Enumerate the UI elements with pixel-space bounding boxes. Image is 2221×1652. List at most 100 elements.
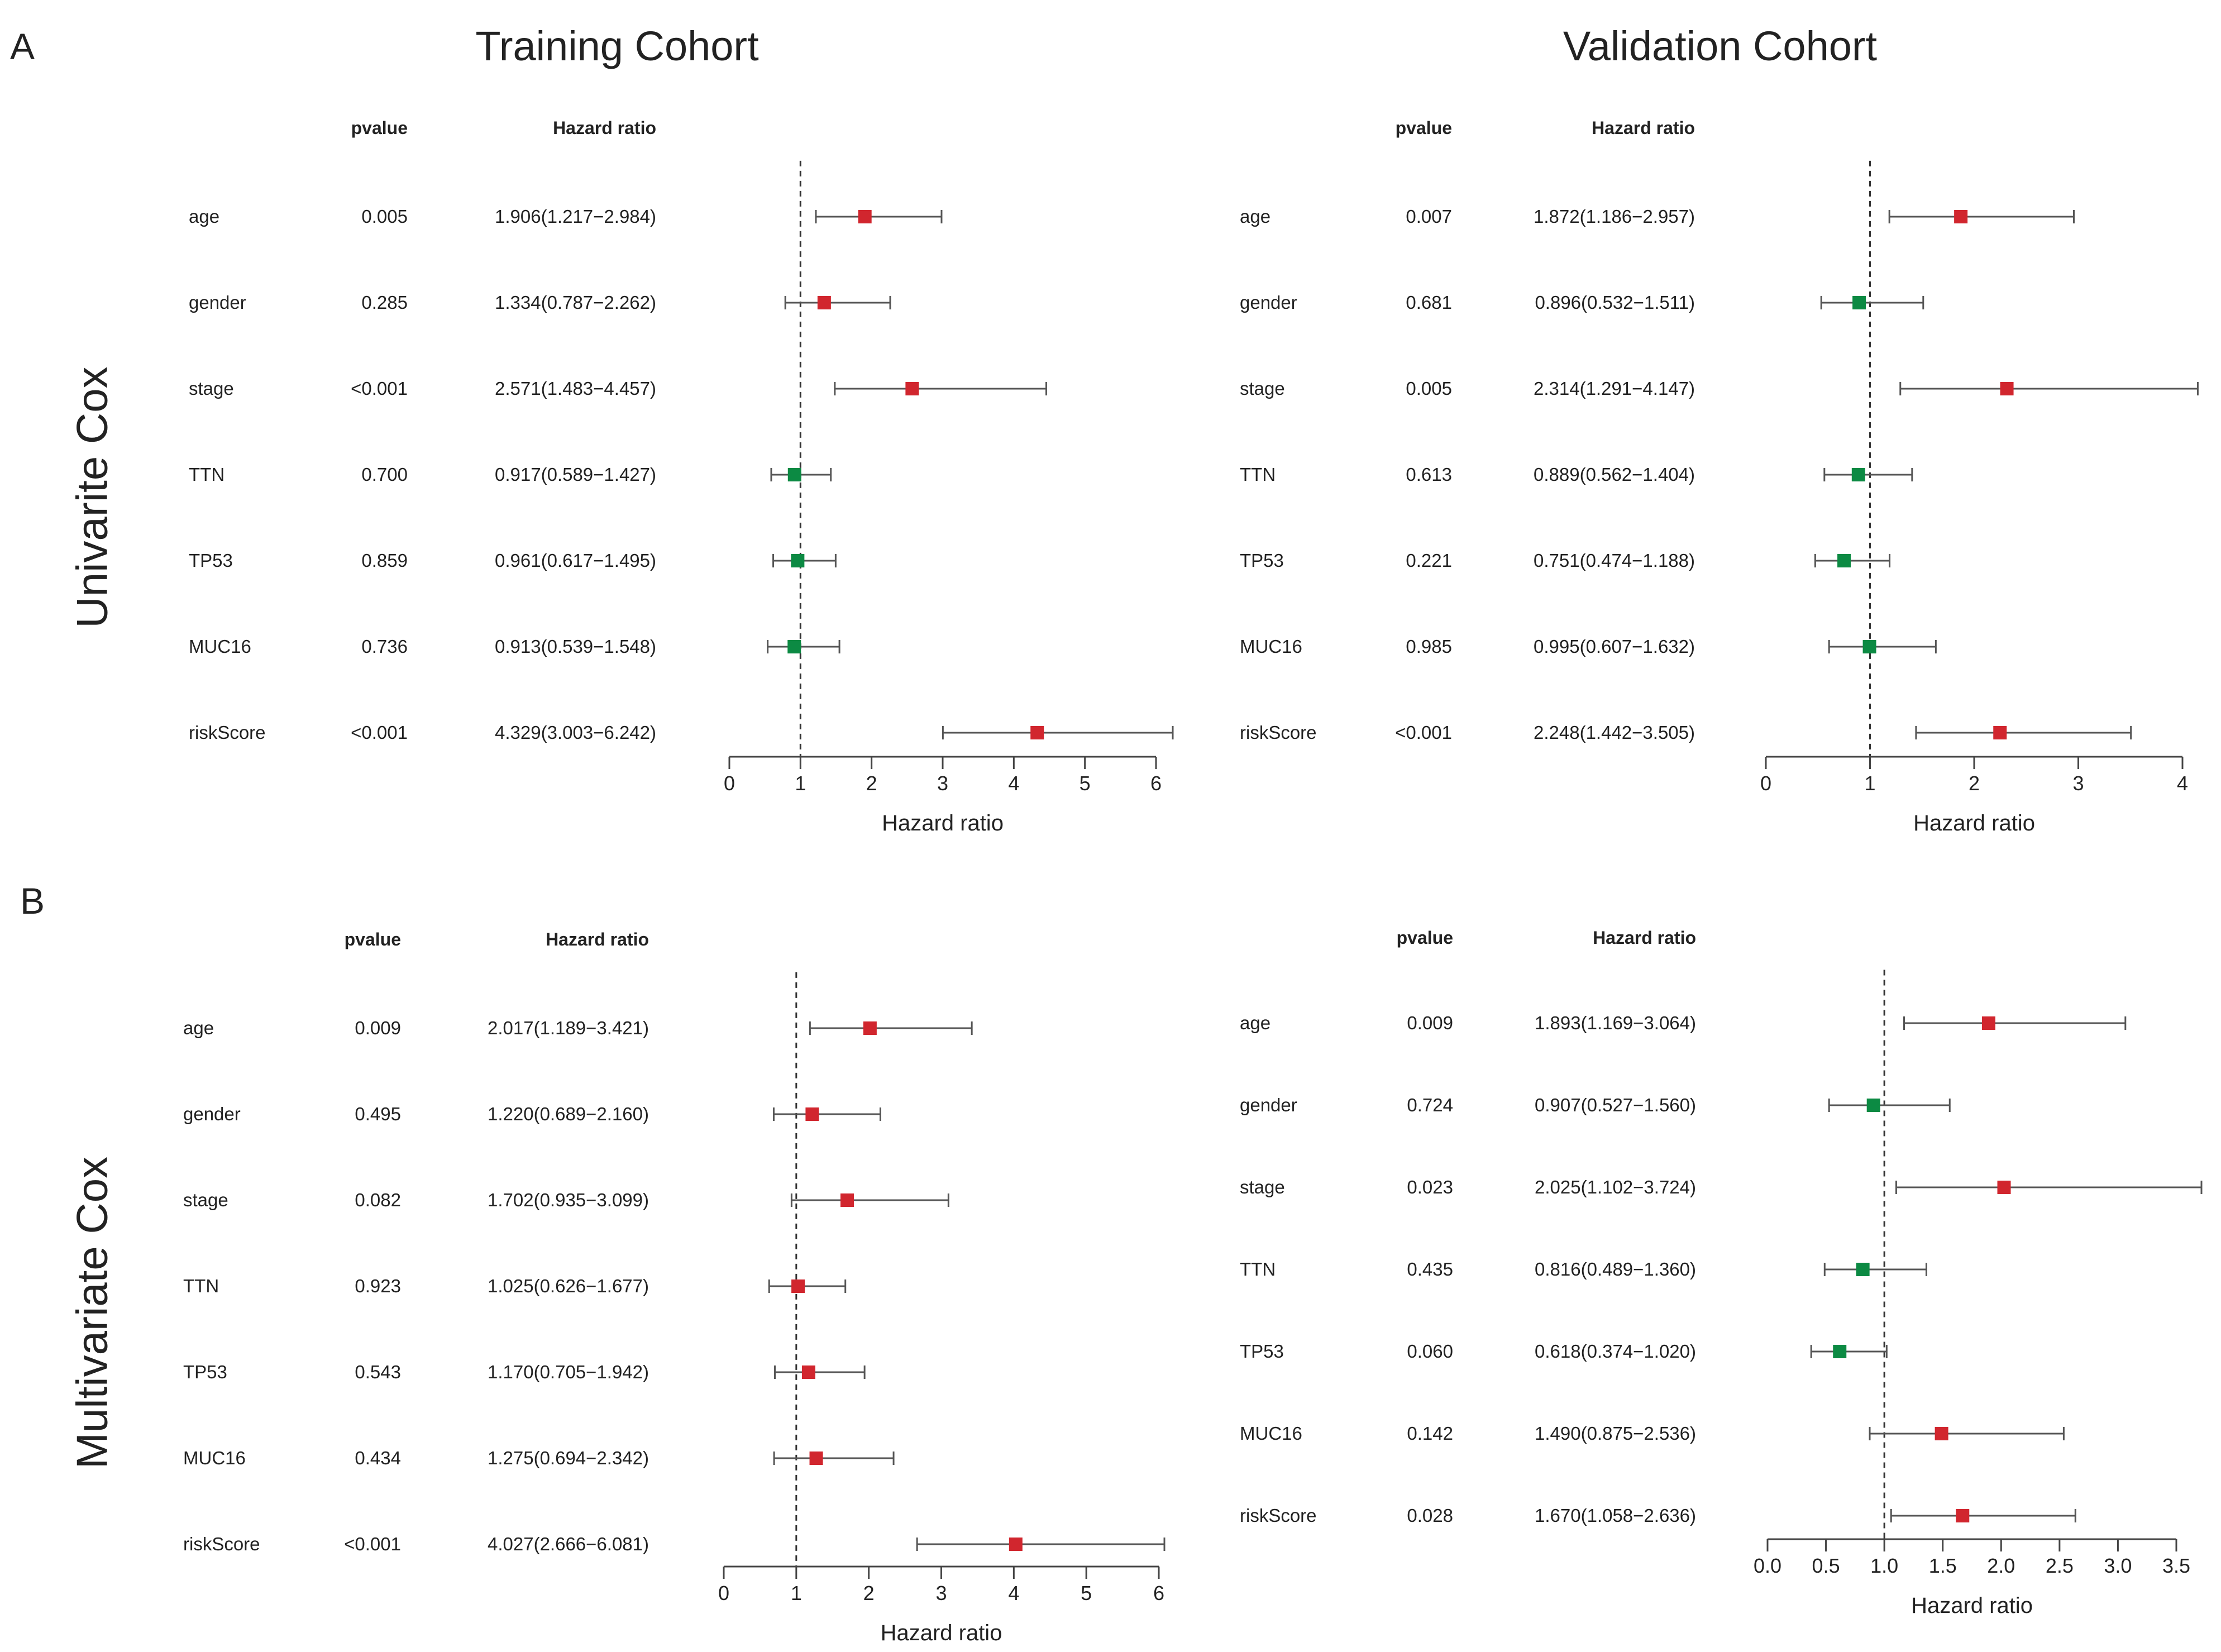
variable-label: gender [1240,292,1297,313]
variable-label: gender [183,1104,241,1124]
hazard-ratio-cell: 0.751(0.474−1.188) [1534,550,1695,571]
variable-label: riskScore [189,722,266,743]
x-axis-tick-label: 4 [1008,772,1019,795]
hazard-ratio-point [905,382,919,395]
variable-label: TTN [1240,1259,1276,1279]
hazard-ratio-point [863,1021,877,1035]
pvalue-cell: 0.009 [1407,1013,1453,1033]
variable-label: TP53 [1240,1341,1284,1362]
x-axis-label: Hazard ratio [1913,811,2035,835]
x-axis-tick-label: 2 [866,772,877,795]
variable-label: riskScore [1240,1505,1317,1526]
x-axis-label: Hazard ratio [882,811,1004,835]
pvalue-cell: 0.221 [1406,550,1452,571]
hazard-ratio-header: Hazard ratio [546,929,649,949]
variable-label: riskScore [183,1534,260,1554]
pvalue-cell: <0.001 [351,722,408,743]
forest-plot-univariate-training: pvalue Hazard ratio age 0.005 1.906(1.217−2.… [189,118,1174,835]
hazard-ratio-cell: 4.027(2.666−6.081) [488,1534,649,1554]
hazard-ratio-header: Hazard ratio [553,118,656,138]
forest-plot-multivariate-validation: pvalue Hazard ratio age 0.009 1.893(1.169−3.… [1240,928,2203,1618]
variable-label: TP53 [1240,550,1284,571]
validation-cohort-title: Validation Cohort [1563,23,1878,69]
pvalue-cell: 0.028 [1407,1505,1453,1526]
panel-letter-b: B [20,880,45,922]
x-axis-tick-label: 3.0 [2104,1554,2132,1577]
x-axis-tick-label: 4 [2177,772,2188,795]
x-axis-tick-label: 1 [791,1582,802,1605]
hazard-ratio-cell: 1.906(1.217−2.984) [495,206,656,227]
x-axis-tick-label: 0.5 [1812,1554,1840,1577]
x-axis-tick-label: 5 [1080,772,1091,795]
pvalue-cell: 0.859 [361,550,408,571]
pvalue-cell: <0.001 [1395,722,1452,743]
hazard-ratio-point [1956,1509,1970,1522]
hazard-ratio-cell: 2.017(1.189−3.421) [488,1018,649,1038]
variable-label: gender [189,292,246,313]
x-axis-tick-label: 2 [863,1582,875,1605]
pvalue-cell: 0.435 [1407,1259,1453,1279]
hazard-ratio-cell: 1.220(0.689−2.160) [488,1104,649,1124]
variable-label: stage [189,378,234,399]
variable-label: age [1240,1013,1270,1033]
hazard-ratio-cell: 1.893(1.169−3.064) [1535,1013,1696,1033]
pvalue-cell: 0.005 [1406,378,1452,399]
variable-label: TP53 [183,1362,227,1382]
pvalue-cell: 0.543 [355,1362,401,1382]
hazard-ratio-cell: 0.913(0.539−1.548) [495,636,656,657]
x-axis-tick-label: 2 [1969,772,1980,795]
x-axis-tick-label: 1 [795,772,806,795]
hazard-ratio-point [791,554,805,567]
hazard-ratio-header: Hazard ratio [1593,928,1696,948]
variable-label: MUC16 [1240,636,1302,657]
hazard-ratio-point [1833,1345,1847,1358]
variable-label: TTN [183,1276,219,1296]
pvalue-cell: 0.060 [1407,1341,1453,1362]
pvalue-cell: 0.005 [361,206,408,227]
hazard-ratio-point [1862,640,1876,653]
pvalue-cell: 0.007 [1406,206,1452,227]
x-axis-tick-label: 0 [724,772,735,795]
hazard-ratio-cell: 1.170(0.705−1.942) [488,1362,649,1382]
hazard-ratio-point [1981,1016,1995,1030]
hazard-ratio-cell: 0.816(0.489−1.360) [1535,1259,1696,1279]
pvalue-cell: 0.009 [355,1018,401,1038]
hazard-ratio-point [805,1107,819,1121]
x-axis-tick-label: 1.0 [1870,1554,1898,1577]
hazard-ratio-point [2000,382,2014,395]
hazard-ratio-point [809,1452,823,1465]
hazard-ratio-point [817,296,831,309]
x-axis-tick-label: 2.0 [1987,1554,2015,1577]
hazard-ratio-cell: 0.907(0.527−1.560) [1535,1095,1696,1115]
hazard-ratio-cell: 0.618(0.374−1.020) [1535,1341,1696,1362]
x-axis-tick-label: 0.0 [1754,1554,1781,1577]
pvalue-cell: 0.985 [1406,636,1452,657]
hazard-ratio-point [1030,726,1044,739]
training-cohort-title: Training Cohort [475,23,759,69]
pvalue-cell: 0.681 [1406,292,1452,313]
hazard-ratio-cell: 1.025(0.626−1.677) [488,1276,649,1296]
hazard-ratio-cell: 2.025(1.102−3.724) [1535,1177,1696,1197]
x-axis-label: Hazard ratio [881,1621,1002,1645]
x-axis-tick-label: 3 [935,1582,947,1605]
pvalue-cell: 0.434 [355,1448,401,1468]
variable-label: MUC16 [189,636,251,657]
pvalue-cell: 0.923 [355,1276,401,1296]
x-axis-tick-label: 1 [1864,772,1875,795]
variable-label: stage [1240,1177,1285,1197]
variable-label: riskScore [1240,722,1317,743]
hazard-ratio-cell: 0.961(0.617−1.495) [495,550,656,571]
x-axis-tick-label: 0 [718,1582,729,1605]
hazard-ratio-point [1997,1181,2011,1194]
x-axis-tick-label: 3 [937,772,948,795]
pvalue-cell: 0.285 [361,292,408,313]
hazard-ratio-header: Hazard ratio [1592,118,1695,138]
pvalue-cell: 0.724 [1407,1095,1453,1115]
hazard-ratio-cell: 2.571(1.483−4.457) [495,378,656,399]
pvalue-cell: 0.613 [1406,464,1452,485]
hazard-ratio-point [1851,468,1865,481]
pvalue-header: pvalue [1397,928,1453,948]
x-axis-tick-label: 5 [1081,1582,1092,1605]
variable-label: age [1240,206,1270,227]
x-axis-tick-label: 6 [1150,772,1162,795]
